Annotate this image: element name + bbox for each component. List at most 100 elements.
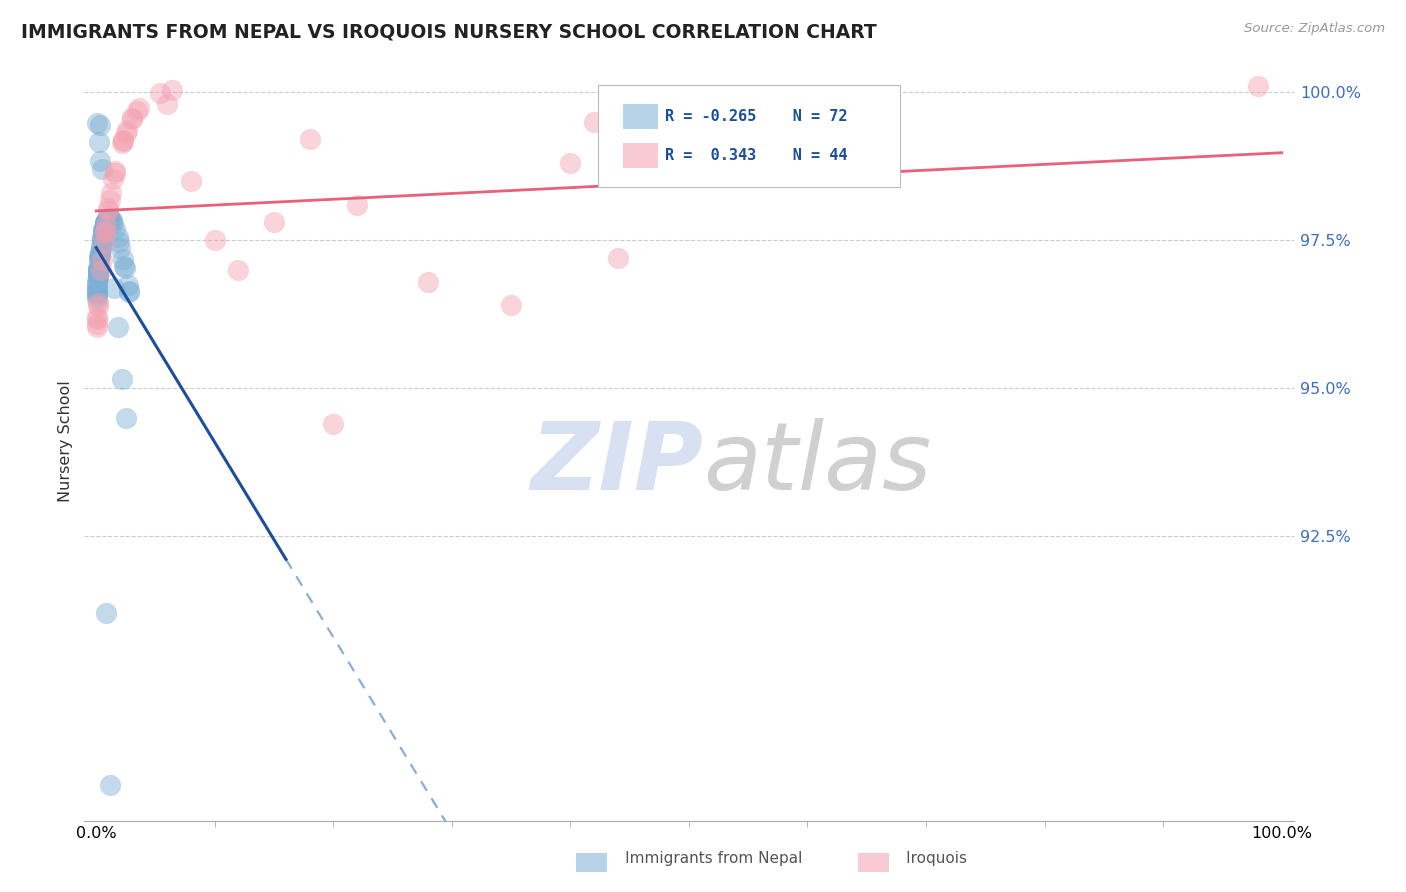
Point: [118, 285, 141, 299]
Point: [112, 133, 135, 147]
Point: [606, 251, 628, 265]
Point: [117, 278, 139, 293]
Point: [86, 116, 108, 130]
Point: [114, 126, 136, 140]
Point: [90, 239, 112, 253]
Point: [94, 213, 117, 227]
Point: [91, 223, 114, 237]
Point: [96, 218, 118, 232]
Point: [114, 260, 136, 275]
Text: R = -0.265    N = 72: R = -0.265 N = 72: [665, 110, 848, 124]
Point: [89, 248, 111, 262]
Point: [97, 202, 120, 216]
Point: [103, 171, 125, 186]
Text: ZIP: ZIP: [530, 417, 703, 510]
Point: [263, 215, 285, 229]
Text: Source: ZipAtlas.com: Source: ZipAtlas.com: [1244, 22, 1385, 36]
Text: Immigrants from Nepal: Immigrants from Nepal: [591, 852, 801, 866]
Point: [100, 212, 122, 227]
Point: [91, 252, 114, 267]
Point: [118, 285, 141, 299]
Point: [91, 162, 114, 177]
Point: [125, 103, 148, 118]
Point: [91, 229, 114, 244]
Point: [160, 82, 183, 96]
Text: R =  0.343    N = 44: R = 0.343 N = 44: [665, 148, 848, 162]
Point: [97, 211, 120, 226]
Point: [86, 312, 108, 326]
Point: [87, 262, 110, 277]
Point: [94, 216, 117, 230]
Point: [111, 252, 134, 266]
Point: [228, 262, 250, 277]
Point: [98, 193, 121, 207]
Point: [94, 217, 117, 231]
Point: [87, 135, 110, 149]
Point: [86, 277, 108, 292]
Point: [87, 295, 110, 310]
Point: [86, 288, 108, 302]
Point: [298, 132, 321, 146]
Point: [89, 118, 111, 132]
Point: [86, 274, 108, 288]
Point: [96, 212, 118, 227]
Point: [86, 310, 108, 324]
Point: [501, 298, 523, 312]
Point: [91, 224, 114, 238]
Point: [94, 226, 117, 240]
Point: [94, 217, 117, 231]
Y-axis label: Nursery School: Nursery School: [58, 381, 73, 502]
Point: [100, 778, 122, 792]
Point: [86, 292, 108, 306]
Point: [93, 236, 115, 251]
Point: [94, 217, 117, 231]
Point: [97, 204, 120, 219]
Point: [96, 212, 118, 227]
Point: [204, 233, 226, 247]
Point: [104, 164, 127, 178]
Point: [87, 268, 110, 283]
Point: [98, 211, 121, 226]
Point: [107, 319, 129, 334]
Point: [86, 278, 108, 293]
Point: [86, 286, 108, 301]
Point: [87, 268, 110, 283]
Point: [87, 267, 110, 281]
Point: [110, 241, 132, 255]
Point: [86, 317, 108, 331]
Point: [103, 280, 125, 294]
Point: [91, 226, 114, 240]
Point: [103, 166, 125, 180]
Point: [93, 220, 115, 235]
Point: [87, 254, 110, 268]
Point: [101, 217, 124, 231]
Point: [180, 174, 202, 188]
Text: atlas: atlas: [703, 418, 931, 509]
Point: [1247, 79, 1270, 94]
Point: [108, 235, 131, 249]
Point: [89, 250, 111, 264]
Text: IMMIGRANTS FROM NEPAL VS IROQUOIS NURSERY SCHOOL CORRELATION CHART: IMMIGRANTS FROM NEPAL VS IROQUOIS NURSER…: [21, 22, 877, 41]
Point: [100, 186, 122, 201]
Text: Iroquois: Iroquois: [872, 852, 967, 866]
Point: [111, 136, 134, 150]
Point: [89, 248, 111, 262]
Point: [87, 299, 110, 313]
Point: [86, 271, 108, 285]
Point: [94, 216, 117, 230]
Point: [86, 282, 108, 296]
Point: [90, 232, 112, 246]
Point: [121, 112, 143, 126]
Point: [90, 263, 112, 277]
Point: [86, 284, 108, 298]
Point: [86, 286, 108, 301]
Point: [112, 259, 135, 273]
Point: [87, 265, 110, 279]
Point: [97, 211, 120, 226]
Point: [89, 250, 111, 264]
Point: [87, 265, 110, 279]
Point: [156, 96, 179, 111]
Point: [93, 217, 115, 231]
Point: [86, 319, 108, 334]
Point: [346, 197, 368, 211]
